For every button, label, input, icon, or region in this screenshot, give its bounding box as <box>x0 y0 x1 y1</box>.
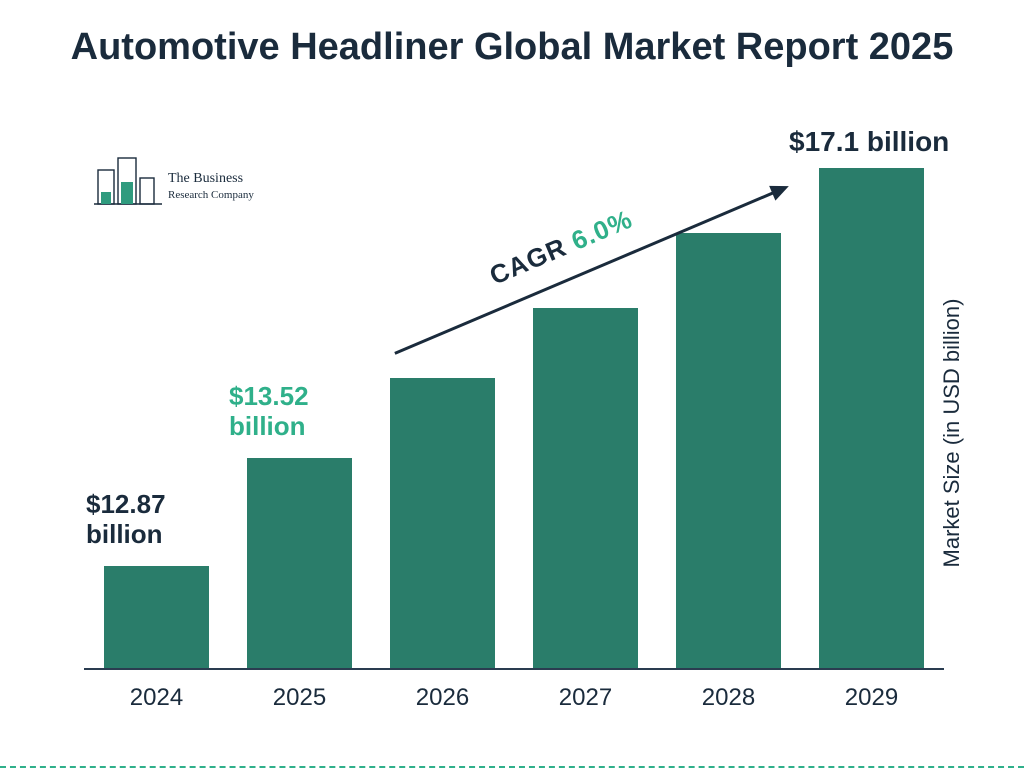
x-label-2029: 2029 <box>809 684 934 712</box>
x-label-2025: 2025 <box>237 684 362 712</box>
bar-2026 <box>390 378 495 668</box>
x-label-2028: 2028 <box>666 684 791 712</box>
y-axis-label: Market Size (in USD billion) <box>939 283 965 583</box>
bar-2027 <box>533 308 638 668</box>
x-label-2026: 2026 <box>380 684 505 712</box>
plot-area: 202420252026202720282029 $12.87 billion … <box>84 150 944 670</box>
value-label-2025: $13.52 billion <box>229 381 354 442</box>
bar-2024 <box>104 566 209 668</box>
x-axis-baseline <box>84 668 944 670</box>
x-label-2027: 2027 <box>523 684 648 712</box>
bar-2028 <box>676 233 781 668</box>
x-label-2024: 2024 <box>94 684 219 712</box>
bar-2029 <box>819 168 924 668</box>
value-label-2029: $17.1 billion <box>789 126 949 158</box>
value-label-2024: $12.87 billion <box>86 489 211 550</box>
chart-container: Automotive Headliner Global Market Repor… <box>0 0 1024 768</box>
chart-title: Automotive Headliner Global Market Repor… <box>0 26 1024 70</box>
bar-2025 <box>247 458 352 668</box>
